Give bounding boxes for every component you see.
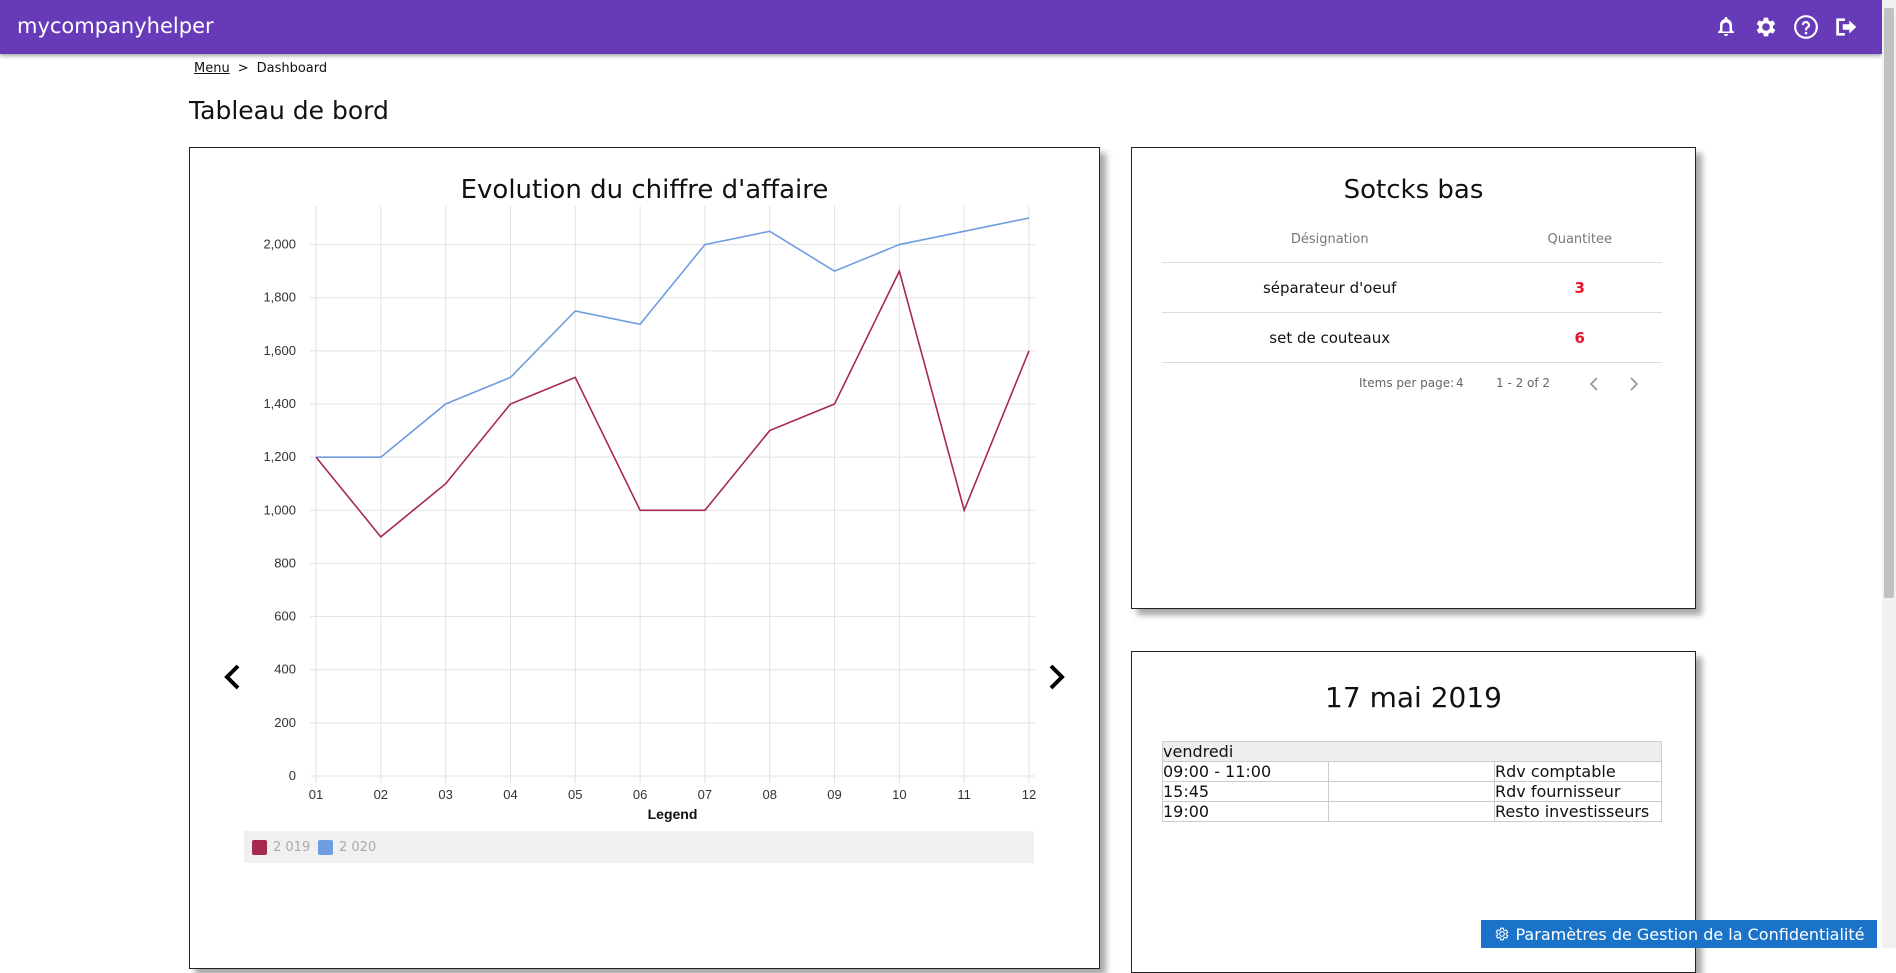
event-spacer (1328, 781, 1495, 802)
page-scrollbar[interactable] (1882, 0, 1896, 948)
agenda-day: vendredi (1162, 741, 1662, 762)
event-time: 15:45 (1162, 781, 1329, 802)
row-designation: séparateur d'oeuf (1162, 262, 1498, 313)
y-tick-label: 200 (274, 715, 296, 730)
series-line-2019 (315, 268, 1030, 538)
column-header-quantity[interactable]: Quantitee (1497, 216, 1662, 263)
breadcrumb-separator: > (237, 61, 249, 76)
event-label: Resto investisseurs (1494, 801, 1662, 822)
next-page-button[interactable] (1622, 372, 1646, 396)
breadcrumb-menu-link[interactable]: Menu (194, 61, 230, 76)
y-tick-label: 600 (274, 609, 296, 624)
scrollbar-thumb[interactable] (1884, 8, 1894, 598)
items-per-page-select[interactable]: 4 (1456, 376, 1464, 390)
privacy-settings-button[interactable]: Paramètres de Gestion de la Confidential… (1481, 920, 1877, 948)
legend-swatch (318, 839, 333, 855)
page-title: Tableau de bord (189, 96, 389, 125)
y-tick-label: 1,200 (263, 449, 296, 464)
y-tick-label: 1,600 (263, 343, 296, 358)
x-tick-label: 07 (698, 787, 712, 802)
event-label: Rdv fournisseur (1494, 781, 1662, 802)
x-tick-label: 03 (438, 787, 452, 802)
row-designation: set de couteaux (1162, 312, 1498, 363)
items-per-page-label: Items per page: (1359, 376, 1455, 390)
table-row[interactable]: séparateur d'oeuf 3 (1162, 262, 1662, 313)
row-quantity: 3 (1497, 262, 1662, 313)
stock-card-title: Sotcks bas (1343, 175, 1484, 205)
y-tick-label: 0 (289, 768, 296, 783)
agenda-event-row[interactable]: 19:00 Resto investisseurs (1162, 801, 1662, 822)
x-tick-label: 10 (892, 787, 906, 802)
series-line-2020 (316, 217, 1030, 458)
x-tick-label: 08 (762, 787, 776, 802)
x-tick-label: 06 (633, 787, 647, 802)
gear-icon[interactable] (1751, 12, 1781, 42)
x-tick-label: 02 (374, 787, 388, 802)
low-stock-card: Sotcks bas Désignation Quantitee séparat… (1131, 147, 1696, 609)
y-tick-label: 1,400 (263, 396, 296, 411)
y-tick-label: 2,000 (263, 237, 296, 252)
help-icon[interactable] (1791, 12, 1821, 42)
y-tick-label: 400 (274, 662, 296, 677)
x-tick-label: 01 (309, 787, 323, 802)
agenda-table: vendredi 09:00 - 11:00 Rdv comptable 15:… (1162, 741, 1662, 822)
event-spacer (1328, 801, 1495, 822)
bell-icon[interactable] (1711, 12, 1741, 42)
agenda-event-row[interactable]: 15:45 Rdv fournisseur (1162, 781, 1662, 802)
event-time: 09:00 - 11:00 (1162, 761, 1329, 782)
x-tick-label: 12 (1022, 787, 1036, 802)
revenue-chart-card: Evolution du chiffre d'affaire 0 200 400 60… (189, 147, 1100, 969)
legend-label: 2 020 (339, 839, 377, 855)
logout-icon[interactable] (1831, 12, 1861, 42)
table-header-row: Désignation Quantitee (1162, 216, 1662, 263)
event-label: Rdv comptable (1494, 761, 1662, 782)
agenda-date-title: 17 mai 2019 (1325, 681, 1502, 714)
y-tick-label: 1,000 (263, 502, 296, 517)
previous-page-button[interactable] (1582, 372, 1606, 396)
agenda-card: 17 mai 2019 vendredi 09:00 - 11:00 Rdv c… (1131, 651, 1696, 973)
x-tick-label: 09 (827, 787, 841, 802)
legend-item[interactable]: 2 019 (252, 831, 310, 863)
x-tick-label: 04 (503, 787, 517, 802)
event-time: 19:00 (1162, 801, 1329, 822)
y-tick-label: 800 (274, 555, 296, 570)
chart-previous-arrow[interactable] (216, 660, 250, 694)
breadcrumb-current: Dashboard (256, 61, 328, 76)
breadcrumb: Menu > Dashboard (194, 61, 327, 76)
legend-swatch (252, 839, 267, 855)
agenda-event-row[interactable]: 09:00 - 11:00 Rdv comptable (1162, 761, 1662, 782)
top-app-bar: mycompanyhelper (0, 0, 1882, 54)
paginator-range: 1 - 2 of 2 (1496, 376, 1551, 390)
x-axis-label: Legend (648, 806, 698, 822)
event-spacer (1328, 761, 1495, 782)
revenue-line-chart: 0 200 400 600 800 1,000 1,200 1,400 1,600 1,800 2,… (263, 206, 1036, 822)
legend-item[interactable]: 2 020 (318, 831, 376, 863)
y-tick-label: 1,800 (263, 290, 296, 305)
chart-next-arrow[interactable] (1039, 660, 1073, 694)
legend-label: 2 019 (273, 839, 311, 855)
table-row[interactable]: set de couteaux 6 (1162, 312, 1662, 363)
low-stock-table: Désignation Quantitee séparateur d'oeuf … (1162, 216, 1662, 363)
x-tick-label: 11 (957, 787, 971, 802)
agenda-day-row: vendredi (1162, 741, 1662, 762)
column-header-designation[interactable]: Désignation (1162, 216, 1498, 263)
chart-legend: 2 019 2 020 (244, 831, 1034, 863)
row-quantity: 6 (1497, 312, 1662, 363)
x-tick-label: 05 (568, 787, 582, 802)
chart-title: Evolution du chiffre d'affaire (460, 175, 829, 205)
privacy-settings-label: Paramètres de Gestion de la Confidential… (1515, 924, 1865, 944)
app-brand[interactable]: mycompanyhelper (17, 14, 214, 38)
gear-icon (1495, 927, 1508, 941)
